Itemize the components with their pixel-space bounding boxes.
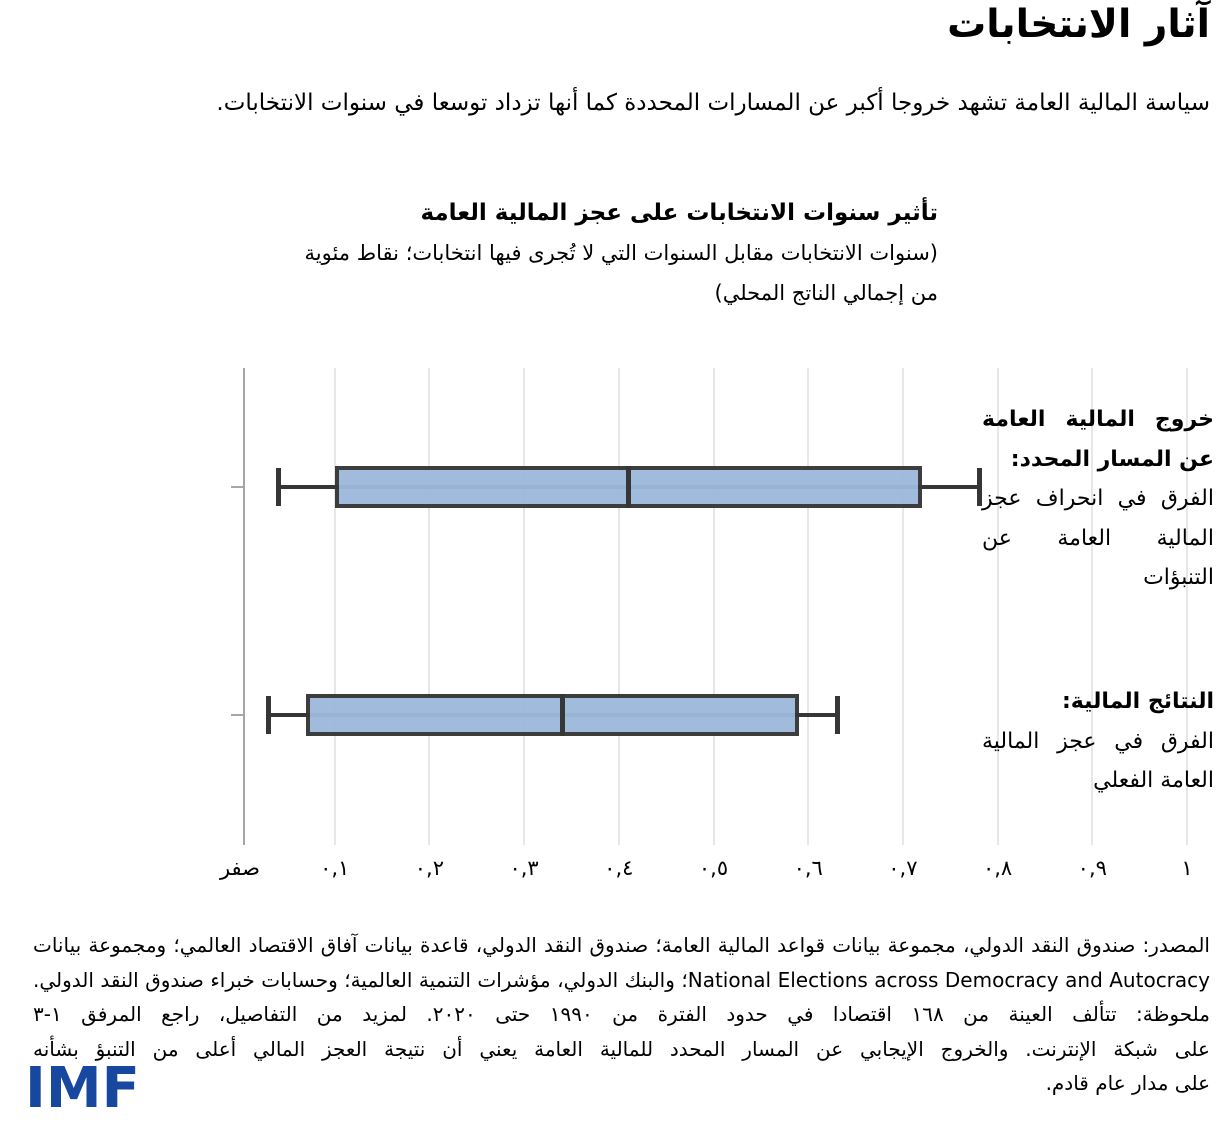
x-axis-tick-label: ٠,٨ (982, 856, 1013, 880)
x-axis-tick-label: ٠,٧ (888, 856, 918, 880)
x-axis-tick-label: صفر (219, 856, 261, 880)
gridline (1186, 368, 1188, 845)
intro-text: سياسة المالية العامة تشهد خروجا أكبر عن … (216, 90, 1210, 116)
note-line: ملحوظة: تتألف العينة من ١٦٨ اقتصادا في ح… (33, 1002, 1211, 1026)
x-axis-tick-label: ٠,٦ (793, 856, 823, 880)
note-line: على شبكة الإنترنت. والخروج الإيجابي عن ا… (33, 1036, 1210, 1061)
x-axis-tick-label: ٠,١ (320, 856, 350, 880)
source-line: National Elections across Democracy and … (33, 967, 1210, 992)
category-tick (231, 714, 243, 716)
imf-logo: IMF (25, 1056, 140, 1121)
category-label-line: خروج المالية العامة (982, 407, 1214, 432)
category-label-line: العامة الفعلي (1093, 768, 1214, 793)
figure-subtitle-line2: من إجمالي الناتج المحلي) (714, 281, 938, 305)
gridline (523, 368, 526, 845)
category-label-line: عن المسار المحدد: (1010, 446, 1214, 472)
ci95-cap-low (266, 696, 272, 734)
category-label-line: الفرق في عجز المالية (982, 728, 1214, 754)
page-title: آثار الانتخابات (947, 2, 1210, 47)
x-axis-tick-label: ٠,٢ (414, 856, 444, 880)
category-label-line: المالية العامة عن (982, 525, 1214, 551)
source-and-note: المصدر: صندوق النقد الدولي، مجموعة بيانا… (33, 928, 1210, 1101)
note-line: على مدار عام قادم. (1045, 1071, 1210, 1095)
gridline (1091, 368, 1094, 845)
gridline (901, 368, 904, 845)
gridline (428, 368, 431, 845)
category-tick (231, 486, 243, 488)
gridline (807, 368, 810, 845)
category-label-line: الفرق في انحراف عجز (982, 486, 1214, 511)
point-estimate-line (626, 466, 632, 508)
ci95-cap-high (976, 468, 982, 506)
ci95-cap-low (275, 468, 281, 506)
figure-subtitle-line1: (سنوات الانتخابات مقابل السنوات التي لا … (304, 241, 938, 265)
gridline (712, 368, 715, 845)
category-label-line: التنبؤات (1143, 565, 1214, 590)
ci90-box (306, 694, 799, 736)
category-label-fiscal-slippage: خروج المالية العامة عن المسار المحدد: الفر… (982, 400, 1214, 598)
gridline (333, 368, 336, 845)
category-label-fiscal-outcomes: النتائج المالية: الفرق في عجز المالية العا… (982, 682, 1214, 801)
x-axis-tick-label: ١ (1181, 856, 1193, 880)
source-line: المصدر: صندوق النقد الدولي، مجموعة بيانا… (33, 933, 1210, 957)
x-axis-tick-label: ٠,٩ (1077, 856, 1107, 880)
ci95-cap-high (834, 696, 840, 734)
x-axis-tick-label: ٠,٤ (604, 856, 634, 880)
category-label-line: النتائج المالية: (1062, 689, 1214, 714)
gridline (996, 368, 999, 845)
x-axis-tick-label: ٠,٣ (509, 856, 539, 880)
gridline (617, 368, 620, 845)
y-axis-line (243, 368, 245, 845)
x-axis-tick-label: ٠,٥ (698, 856, 729, 880)
figure-title: تأثير سنوات الانتخابات على عجز المالية ا… (420, 200, 938, 226)
point-estimate-line (559, 694, 565, 736)
